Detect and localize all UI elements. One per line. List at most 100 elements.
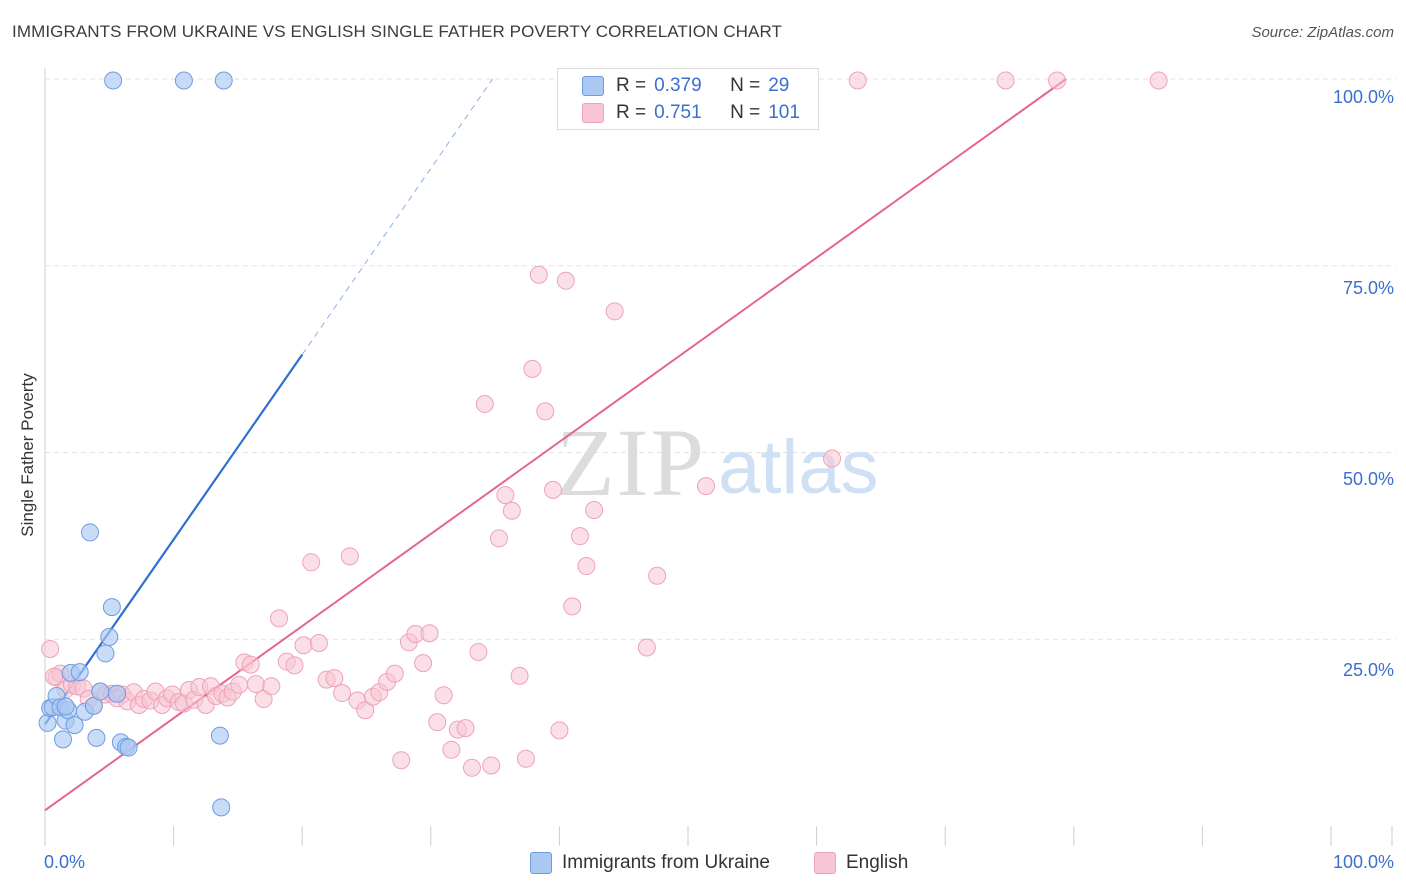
ukraine-point [91,682,110,701]
ukraine-swatch [530,852,552,874]
english-point [563,597,582,616]
english-point [543,480,562,499]
ukraine-point [70,663,89,682]
english-point [577,557,596,576]
english-point [41,639,60,658]
english-point [45,667,64,686]
english-point [385,664,404,683]
english-point [294,636,313,655]
english-point [848,71,867,90]
english-point [246,675,265,694]
legend-row-english: R = 0.751 N = 101 [582,100,800,126]
x-tick-left: 0.0% [44,852,86,872]
english-point [1048,71,1067,90]
english-point [482,756,501,775]
english-point [605,302,624,321]
n-value: 29 [768,75,790,96]
ukraine-point [210,726,229,745]
english-point [556,271,575,290]
english-point [550,721,569,740]
english-point [637,638,656,657]
watermark-zip: ZIP [556,409,706,516]
ukraine-trend-line [44,354,304,726]
english-point [428,713,447,732]
english-point [230,675,249,694]
ukraine-point [96,644,115,663]
english-point [502,501,521,520]
n-value: 101 [768,102,800,123]
english-point [823,449,842,468]
english-point [285,656,304,675]
ukraine-point [119,738,138,757]
english-point [523,359,542,378]
english-point [442,740,461,759]
english-point [262,677,281,696]
ukraine-point [174,71,193,90]
english-point [996,71,1015,90]
watermark: ZIP atlas [556,409,879,516]
legend-item-english[interactable]: English [814,852,908,874]
english-point [414,654,433,673]
english-point [475,394,494,413]
ukraine-point [54,730,73,749]
correlation-legend: R = 0.379 N = 29 R = 0.751 N = 101 [557,68,819,130]
chart-title: IMMIGRANTS FROM UKRAINE VS ENGLISH SINGL… [12,22,783,41]
r-label: R = [616,102,647,123]
ukraine-point [100,628,119,647]
english-swatch [814,852,836,874]
legend-row-ukraine: R = 0.379 N = 29 [582,73,790,99]
english-point [392,751,411,770]
english-point [333,684,352,703]
english-point [302,553,321,572]
english-point [529,265,548,284]
y-tick-50: 50.0% [1342,469,1394,489]
y-tick-25: 25.0% [1342,660,1394,680]
english-point [340,547,359,566]
ukraine-point [102,598,121,617]
english-point [489,529,508,548]
watermark-atlas: atlas [718,425,879,510]
english-point [570,527,589,546]
english-point [516,749,535,768]
ukraine-point [81,523,100,542]
series-legend: Immigrants from Ukraine English [0,852,1406,878]
english-point [420,624,439,643]
english-point [469,642,488,661]
english-point [456,719,475,738]
english-point [270,609,289,628]
english-point [241,655,260,674]
english-point [325,669,344,688]
x-tick-right: 100.0% [1332,852,1394,872]
n-label: N = [730,102,761,123]
english-point [585,501,604,520]
english-point [1149,71,1168,90]
n-label: N = [730,75,761,96]
english-point [462,758,481,777]
ukraine-trend-extension [301,78,493,355]
english-swatch [582,103,604,123]
y-axis-label: Single Father Poverty [18,373,37,537]
english-point [536,402,555,421]
ukraine-point [56,697,75,716]
english-point [697,477,716,496]
legend-label-english: English [846,852,909,873]
r-label: R = [616,75,647,96]
english-point [356,701,375,720]
ukraine-point [38,713,57,732]
ukraine-point [65,716,84,735]
ukraine-point [108,684,127,703]
r-value: 0.751 [654,102,702,123]
english-point [309,633,328,652]
y-tick-100: 100.0% [1332,87,1394,107]
legend-item-ukraine[interactable]: Immigrants from Ukraine [530,852,770,874]
source-label: Source: ZipAtlas.com [1251,24,1394,41]
ukraine-point [87,728,106,747]
english-point [434,686,453,705]
ukraine-point [212,798,231,817]
legend-label-ukraine: Immigrants from Ukraine [562,852,770,873]
y-tick-75: 75.0% [1342,278,1394,298]
english-point [510,666,529,685]
ukraine-point [214,71,233,90]
ukraine-point [104,71,123,90]
